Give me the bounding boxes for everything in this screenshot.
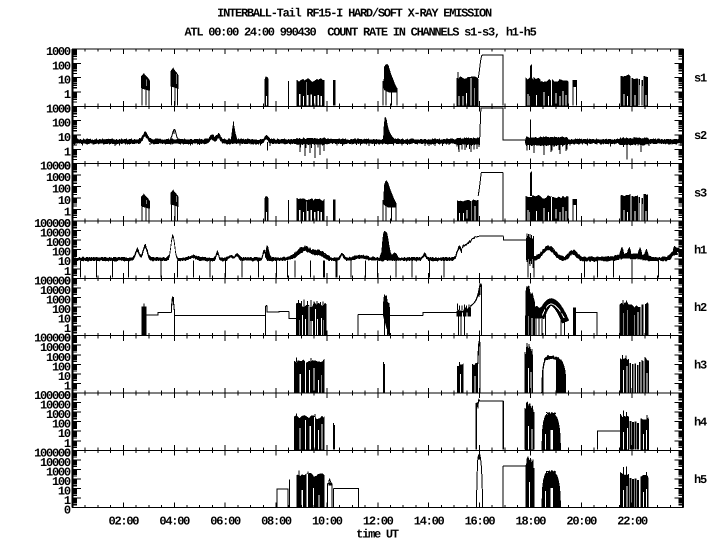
svg-text:0: 0 <box>64 389 71 403</box>
svg-text:10000: 10000 <box>40 284 71 298</box>
svg-text:1: 1 <box>64 265 71 279</box>
svg-text:1: 1 <box>64 437 71 451</box>
svg-text:1000: 1000 <box>46 102 71 116</box>
svg-text:1000: 1000 <box>46 408 71 422</box>
svg-text:14:00: 14:00 <box>414 515 445 529</box>
svg-text:18:00: 18:00 <box>516 515 547 529</box>
svg-text:1000: 1000 <box>46 465 71 479</box>
svg-text:10: 10 <box>58 194 71 208</box>
svg-text:time UT: time UT <box>356 528 399 542</box>
svg-text:s2: s2 <box>694 129 707 143</box>
svg-text:100000: 100000 <box>34 274 71 288</box>
svg-text:100: 100 <box>52 418 71 432</box>
svg-text:100000: 100000 <box>34 217 71 231</box>
svg-text:10: 10 <box>58 485 71 499</box>
svg-text:100000: 100000 <box>34 332 71 346</box>
svg-text:h3: h3 <box>694 358 707 372</box>
svg-text:10000: 10000 <box>40 456 71 470</box>
svg-text:100: 100 <box>52 360 71 374</box>
svg-text:10: 10 <box>58 427 71 441</box>
svg-text:h1: h1 <box>694 244 707 258</box>
svg-text:10: 10 <box>58 255 71 269</box>
svg-text:16:00: 16:00 <box>465 515 496 529</box>
svg-text:100: 100 <box>52 183 71 197</box>
svg-text:1000: 1000 <box>46 45 71 59</box>
svg-text:1: 1 <box>64 145 71 159</box>
svg-text:0: 0 <box>64 102 71 116</box>
svg-text:10000: 10000 <box>40 160 71 174</box>
svg-text:10: 10 <box>58 313 71 327</box>
svg-text:100: 100 <box>52 246 71 260</box>
svg-text:06:00: 06:00 <box>210 515 241 529</box>
svg-text:ATL 00:00 24:00 990430 COUNT: ATL 00:00 24:00 990430 COUNT RATE IN CHA… <box>184 26 536 40</box>
svg-text:0: 0 <box>64 160 71 174</box>
svg-text:1: 1 <box>64 206 71 220</box>
svg-text:100000: 100000 <box>34 446 71 460</box>
svg-text:10: 10 <box>58 370 71 384</box>
svg-text:h4: h4 <box>694 416 707 430</box>
svg-text:1: 1 <box>64 379 71 393</box>
svg-text:0: 0 <box>64 504 71 518</box>
svg-text:0: 0 <box>64 332 71 346</box>
svg-text:22:00: 22:00 <box>617 515 648 529</box>
svg-text:100: 100 <box>52 59 71 73</box>
svg-text:100: 100 <box>52 303 71 317</box>
svg-text:h5: h5 <box>694 473 707 487</box>
svg-text:0: 0 <box>64 446 71 460</box>
svg-text:s3: s3 <box>694 186 707 200</box>
svg-text:h2: h2 <box>694 301 707 315</box>
svg-text:INTERBALL-Tail RF15-I HARD/SOF: INTERBALL-Tail RF15-I HARD/SOFT X-RAY EM… <box>217 7 492 21</box>
svg-text:20:00: 20:00 <box>566 515 597 529</box>
svg-text:10:00: 10:00 <box>312 515 343 529</box>
svg-text:100: 100 <box>52 117 71 131</box>
svg-text:0: 0 <box>64 274 71 288</box>
svg-text:02:00: 02:00 <box>109 515 140 529</box>
svg-text:100: 100 <box>52 475 71 489</box>
svg-text:04:00: 04:00 <box>159 515 190 529</box>
svg-text:1000: 1000 <box>46 293 71 307</box>
svg-text:1000: 1000 <box>46 236 71 250</box>
svg-text:1000: 1000 <box>46 171 71 185</box>
svg-text:0: 0 <box>64 217 71 231</box>
svg-text:10: 10 <box>58 74 71 88</box>
svg-text:1: 1 <box>64 88 71 102</box>
svg-text:1: 1 <box>64 494 71 508</box>
svg-text:08:00: 08:00 <box>261 515 292 529</box>
svg-text:s1: s1 <box>694 72 707 86</box>
svg-text:10000: 10000 <box>40 227 71 241</box>
svg-text:1000: 1000 <box>46 351 71 365</box>
svg-text:1: 1 <box>64 322 71 336</box>
svg-text:100000: 100000 <box>34 389 71 403</box>
svg-text:12:00: 12:00 <box>363 515 394 529</box>
svg-text:10000: 10000 <box>40 399 71 413</box>
svg-text:10000: 10000 <box>40 341 71 355</box>
svg-text:10: 10 <box>58 131 71 145</box>
